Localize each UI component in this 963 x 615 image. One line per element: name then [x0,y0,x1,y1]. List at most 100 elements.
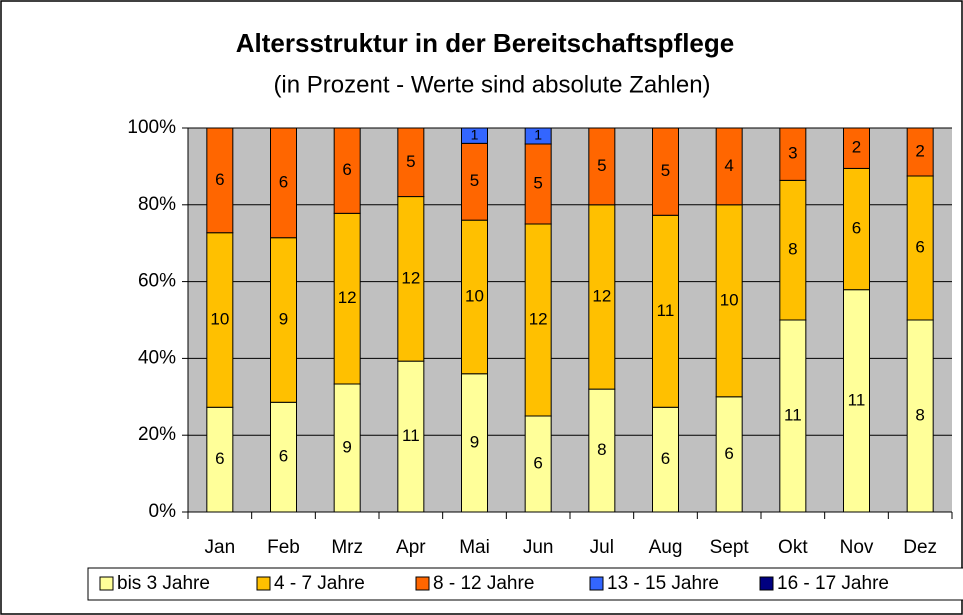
bar-segment [270,401,297,513]
x-tick-label: Nov [840,537,874,558]
data-label: 8 [915,405,924,424]
y-tick-label: 80% [138,194,176,215]
y-tick-label: 60% [138,271,176,292]
bar-segment [333,383,361,513]
bar-segment [652,127,679,216]
data-label: 4 [724,156,733,175]
bar-segment [843,127,870,169]
bar-segment [333,127,361,214]
legend-label: 13 - 15 Jahre [607,573,719,594]
data-label: 9 [342,437,351,456]
legend-swatch [99,576,114,591]
data-label: 11 [657,301,675,320]
bar-segment [461,373,488,513]
x-tick-label: Jul [590,537,614,558]
bar-segment [206,406,234,513]
data-label: 9 [470,432,479,451]
bar-segment [715,127,743,206]
data-label: 5 [470,171,479,190]
data-label: 9 [279,309,288,328]
data-label: 5 [533,173,542,192]
bar-segment [779,127,807,181]
bar-segment [461,219,488,375]
bar-segment [206,232,234,408]
data-label: 5 [661,161,670,180]
legend-label: bis 3 Jahre [117,573,210,594]
data-label: 6 [661,449,670,468]
x-tick-label: Aug [649,537,683,558]
x-tick-label: Okt [778,537,808,558]
chart-title: Altersstruktur in der Bereitschaftspfleg… [236,28,734,58]
data-label: 10 [465,286,484,305]
bar-segment [652,406,679,513]
y-tick-label: 100% [127,117,176,138]
legend-swatch [759,576,774,591]
bar-segment [270,237,297,403]
bar-segment [333,212,361,385]
data-label: 11 [848,390,866,409]
legend-label: 8 - 12 Jahre [433,573,534,594]
bar-segment [843,289,870,513]
data-label: 5 [597,156,606,175]
data-label: 5 [406,152,415,171]
data-label: 6 [724,444,733,463]
y-tick-label: 40% [138,347,176,368]
bar-segment [461,142,488,221]
legend-swatch [256,576,271,591]
y-tick-label: 20% [138,424,176,445]
data-label: 6 [279,172,288,191]
data-label: 11 [402,426,420,445]
x-tick-label: Apr [396,537,426,558]
data-label: 2 [915,141,924,160]
data-label: 8 [788,240,797,259]
data-label: 6 [533,453,542,472]
x-tick-label: Jun [523,537,554,558]
bar-segment [397,360,425,513]
bar-segment [652,214,679,408]
bar-segment [397,127,425,198]
data-label: 6 [279,447,288,466]
data-label: 6 [852,219,861,238]
legend-label: 16 - 17 Jahre [777,573,889,594]
data-label: 1 [471,126,479,142]
bar-segment [461,127,488,144]
plot-area [188,128,952,512]
chart-subtitle: (in Prozent - Werte sind absolute Zahlen… [273,71,710,98]
x-tick-label: Dez [903,537,937,558]
y-tick-label: 0% [149,501,177,522]
bar-segment [397,196,425,362]
bar-segment [906,127,934,177]
legend-swatch [415,576,430,591]
data-label: 10 [720,290,739,309]
bar-segment [779,179,807,321]
legend-label: 4 - 7 Jahre [274,573,365,594]
bar-segment [588,127,616,206]
bar-segment [270,127,297,239]
data-label: 8 [597,440,606,459]
bar-segment [906,175,934,321]
data-label: 6 [215,170,224,189]
x-tick-label: Sept [710,537,750,558]
data-label: 6 [915,237,924,256]
bar-segment [524,127,552,145]
data-label: 12 [338,288,357,307]
x-tick-label: Mai [459,537,490,558]
data-label: 6 [215,449,224,468]
data-label: 10 [210,309,229,328]
data-label: 12 [592,286,611,305]
bar-segment [524,223,552,417]
x-tick-label: Mrz [331,537,363,558]
data-label: 3 [788,144,797,163]
data-label: 6 [342,160,351,179]
data-label: 2 [852,138,861,157]
data-label: 12 [529,309,548,328]
legend-box [87,567,963,601]
data-label: 12 [401,268,420,287]
x-tick-label: Jan [205,537,236,558]
data-label: 11 [784,405,802,424]
bar-segment [206,127,234,234]
legend-swatch [589,576,604,591]
data-label: 1 [534,127,542,143]
x-tick-label: Feb [267,537,300,558]
